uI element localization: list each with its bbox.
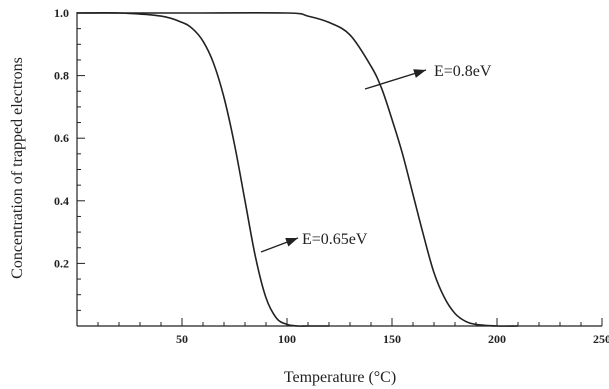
annotation-arrowhead-e08 xyxy=(413,69,426,78)
y-tick-label: 0.4 xyxy=(54,194,69,208)
x-tick-label: 250 xyxy=(593,332,609,346)
x-axis-title: Temperature (°C) xyxy=(284,369,396,386)
series-curves xyxy=(76,11,519,327)
y-tick-label: 0.2 xyxy=(54,256,69,270)
axes xyxy=(76,12,602,327)
x-tick-label: 200 xyxy=(488,332,506,346)
y-axis-title: Concentration of trapped electrons xyxy=(9,57,26,279)
series-line-e08 xyxy=(76,11,519,327)
x-tick-label: 50 xyxy=(176,332,188,346)
annotation-label-e065: E=0.65eV xyxy=(302,231,368,248)
x-tick-label: 100 xyxy=(278,332,296,346)
annotation-label-e08: E=0.8eV xyxy=(434,63,492,80)
y-tick-label: 1.0 xyxy=(54,6,69,20)
tick-labels: 50 100 150 200 250 0.2 0.4 0.6 0.8 1.0 xyxy=(54,6,609,346)
y-tick-label: 0.6 xyxy=(54,131,69,145)
annotation-arrowhead-e065 xyxy=(285,238,298,247)
y-tick-label: 0.8 xyxy=(54,69,69,83)
annotations: E=0.8eV E=0.65eV xyxy=(260,63,492,253)
tick-marks xyxy=(77,12,603,326)
series-line-e065 xyxy=(76,11,329,327)
x-tick-label: 150 xyxy=(383,332,401,346)
